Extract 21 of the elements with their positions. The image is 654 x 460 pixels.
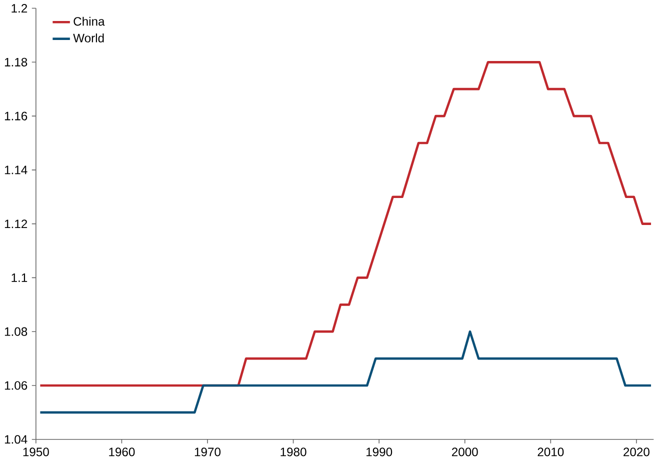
x-tick-label: 1980 [280, 448, 306, 456]
x-tick-label: 2010 [538, 448, 564, 456]
x-tick-label: 2000 [452, 448, 478, 456]
x-tick-label: 2020 [624, 448, 650, 456]
x-tick-label: 1950 [23, 448, 49, 456]
x-tick-label: 1960 [109, 448, 135, 456]
y-tick-label: 1.1 [12, 273, 28, 282]
x-tick-label: 1970 [194, 448, 221, 456]
y-tick-label: 1.06 [4, 381, 28, 390]
y-tick-label: 1.18 [4, 58, 28, 66]
legend-label: World [73, 33, 104, 42]
y-tick-label: 1.2 [12, 4, 28, 12]
legend-label: China [74, 16, 105, 26]
y-tick-label: 1.12 [4, 219, 28, 228]
line-series [39, 330, 652, 414]
y-tick-label: 1.14 [4, 166, 28, 174]
line-series [39, 60, 652, 387]
y-tick-label: 1.04 [4, 434, 28, 444]
x-tick-label: 1990 [366, 448, 392, 456]
y-tick-label: 1.16 [4, 112, 28, 120]
y-tick-label: 1.08 [4, 327, 28, 336]
